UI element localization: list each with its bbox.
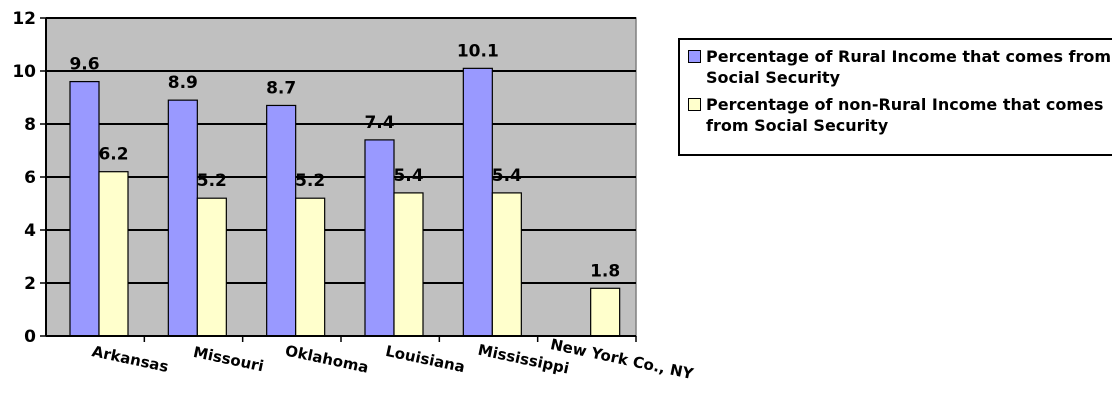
bar — [98, 171, 129, 337]
data-label: 5.2 — [197, 171, 227, 191]
data-label: 5.4 — [393, 166, 423, 186]
legend-label-non-rural: Percentage of non-Rural Income that come… — [706, 95, 1104, 135]
bar — [69, 80, 100, 337]
gridlines — [46, 17, 636, 284]
data-labels: 9.6 6.2 8.9 5.2 8.7 5.2 7.4 5.4 10.1 5.4 1.8 — [69, 41, 620, 281]
y-tick-label: 12 — [12, 9, 36, 29]
bar — [590, 287, 621, 337]
y-tick-label: 2 — [24, 274, 36, 294]
legend-swatch-non-rural — [688, 98, 701, 111]
data-label: 5.2 — [295, 171, 325, 191]
bar — [196, 197, 227, 337]
legend-item-non-rural: Percentage of non-Rural Income that come… — [688, 94, 1112, 136]
y-tick-label: 10 — [12, 62, 36, 82]
data-label: 7.4 — [364, 113, 394, 133]
x-tick-label: New York Co., NY — [549, 335, 696, 383]
data-label: 8.9 — [168, 73, 198, 93]
data-label: 10.1 — [457, 41, 499, 61]
y-tick-labels: 0 2 4 6 8 10 12 — [12, 9, 36, 347]
x-tick-label: Oklahoma — [284, 341, 371, 376]
axes — [40, 17, 637, 342]
legend-item-rural: Percentage of Rural Income that comes fr… — [688, 46, 1112, 88]
data-label: 8.7 — [266, 78, 296, 98]
data-label: 9.6 — [69, 55, 99, 75]
bar — [491, 192, 522, 337]
x-tick-label: Louisiana — [384, 342, 467, 376]
bar — [266, 104, 297, 337]
bars — [69, 67, 621, 337]
legend-swatch-rural — [688, 50, 701, 63]
y-tick-label: 0 — [24, 327, 36, 347]
bar — [364, 139, 395, 337]
y-tick-label: 8 — [24, 115, 36, 135]
x-tick-label: Missouri — [192, 343, 266, 375]
legend-label-rural: Percentage of Rural Income that comes fr… — [706, 47, 1112, 87]
data-label: 1.8 — [590, 261, 620, 281]
x-tick-label: Arkansas — [90, 342, 170, 376]
bar — [167, 99, 198, 337]
bar — [393, 192, 424, 337]
x-tick-labels: Arkansas Missouri Oklahoma Louisiana Mississ… — [90, 335, 696, 383]
y-tick-label: 4 — [24, 221, 36, 241]
y-tick-label: 6 — [24, 168, 36, 188]
bar — [462, 67, 493, 337]
bar — [295, 197, 326, 337]
data-label: 5.4 — [492, 166, 522, 186]
legend: Percentage of Rural Income that comes fr… — [678, 38, 1112, 156]
data-label: 6.2 — [98, 145, 128, 165]
